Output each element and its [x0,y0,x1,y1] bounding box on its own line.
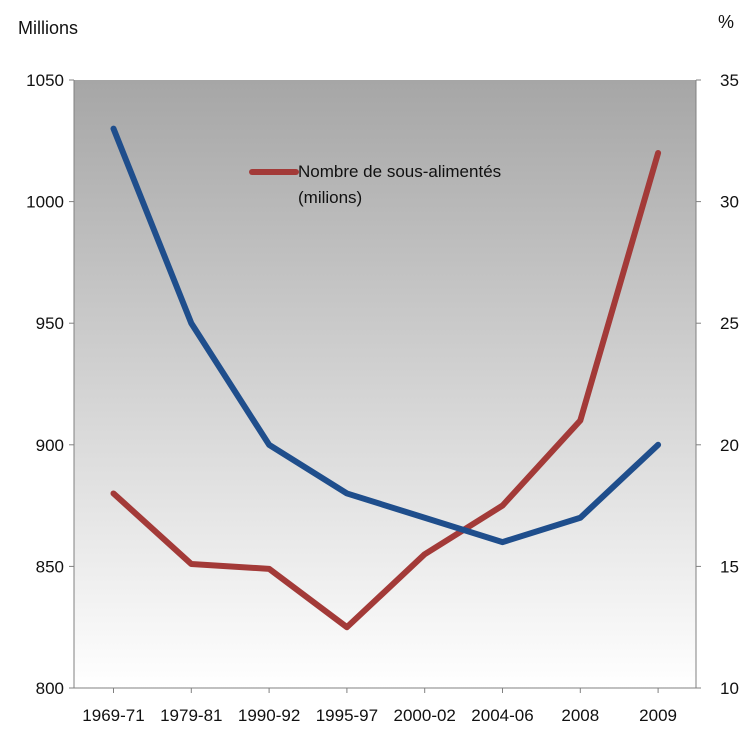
right-tick-label: 35 [720,71,739,90]
left-axis-ticks: 800 850 900 950 1000 1050 [26,71,74,698]
right-tick-label: 25 [720,314,739,333]
left-tick-label: 950 [36,314,64,333]
series-line-2 [110,125,662,546]
x-tick-label: 2008 [561,706,599,725]
x-tick-label: 1990-92 [238,706,300,725]
left-tick-label: 800 [36,679,64,698]
legend: Nombre de sous-alimentés (milions) [249,162,501,207]
right-tick-label: 20 [720,436,739,455]
series-layer [110,125,662,631]
right-tick-label: 10 [720,679,739,698]
right-tick-label: 15 [720,557,739,576]
legend-label-line1: Nombre de sous-alimentés [298,162,501,181]
x-tick-label: 1969-71 [82,706,144,725]
left-tick-label: 1000 [26,193,64,212]
x-tick-label: 1979-81 [160,706,222,725]
series-line-1 [110,149,662,631]
x-tick-label: 2000-02 [394,706,456,725]
right-axis-unit: % [718,12,734,32]
left-tick-label: 850 [36,557,64,576]
x-tick-label: 1995-97 [316,706,378,725]
left-axis-unit: Millions [18,18,78,38]
legend-label-line2: (milions) [298,188,362,207]
x-axis-ticks: 1969-71 1979-81 1990-92 1995-97 2000-02 2004-… [82,688,677,725]
x-tick-label: 2004-06 [471,706,533,725]
right-tick-label: 30 [720,193,739,212]
left-tick-label: 1050 [26,71,64,90]
left-tick-label: 900 [36,436,64,455]
x-tick-label: 2009 [639,706,677,725]
right-axis-ticks: 10 15 20 25 30 35 [696,71,739,698]
